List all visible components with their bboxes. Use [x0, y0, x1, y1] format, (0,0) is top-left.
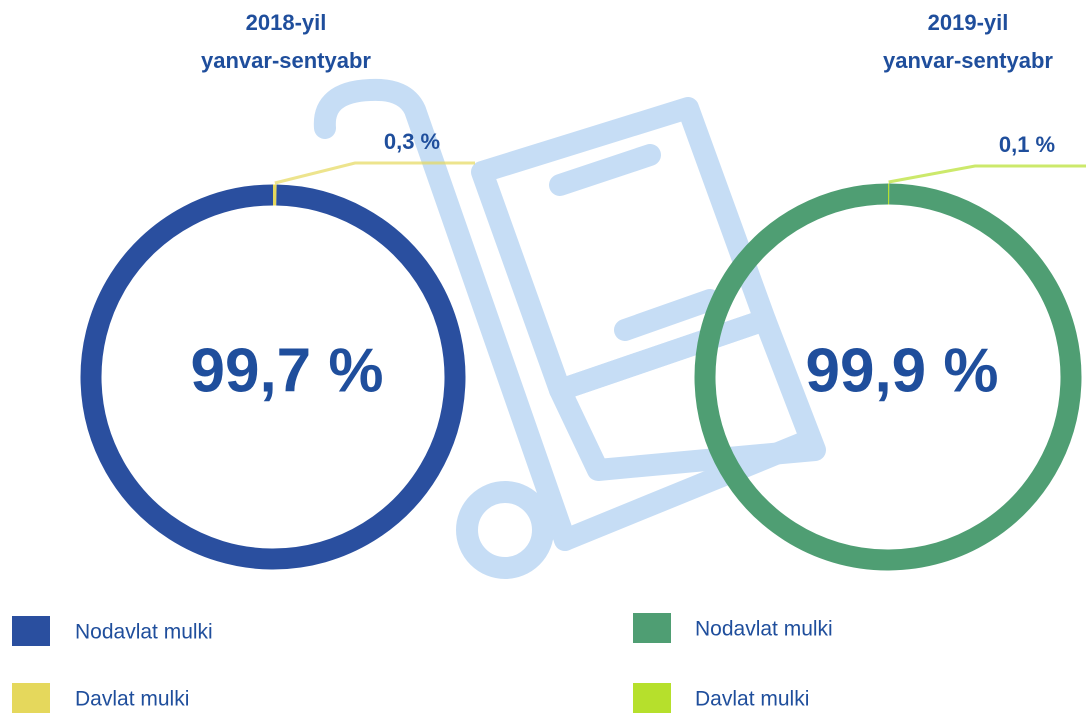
legend-swatch [633, 613, 671, 643]
legend-swatch [633, 683, 671, 713]
legend-swatch [12, 616, 50, 646]
trolley-wheel [456, 481, 554, 579]
trolley-illustration [313, 78, 826, 579]
legend-swatch [12, 683, 50, 713]
trolley-box [471, 97, 776, 401]
legend-label: Nodavlat mulki [75, 621, 213, 644]
chart-title: 2019-yil [928, 10, 1009, 35]
trolley-stripe [549, 144, 661, 196]
donut-segment [80, 184, 466, 570]
leader-line [274, 161, 475, 185]
chart-title: yanvar-sentyabr [883, 48, 1053, 73]
donut-segment [694, 183, 1082, 571]
legend-label: Nodavlat mulki [695, 618, 833, 641]
chart-title: yanvar-sentyabr [201, 48, 371, 73]
legend-label: Davlat mulki [75, 688, 189, 711]
legend-label: Davlat mulki [695, 688, 809, 711]
trolley-handle [313, 78, 576, 551]
leader-line [888, 164, 1086, 184]
center-label: 99,7 % [190, 336, 383, 405]
slice-label: 0,1 % [999, 132, 1055, 157]
trolley-box [549, 309, 826, 481]
trolley-stripe [614, 289, 721, 341]
slice-label: 0,3 % [384, 129, 440, 154]
trolley-base [554, 429, 821, 551]
chart-title: 2018-yil [246, 10, 327, 35]
center-label: 99,9 % [805, 336, 998, 405]
